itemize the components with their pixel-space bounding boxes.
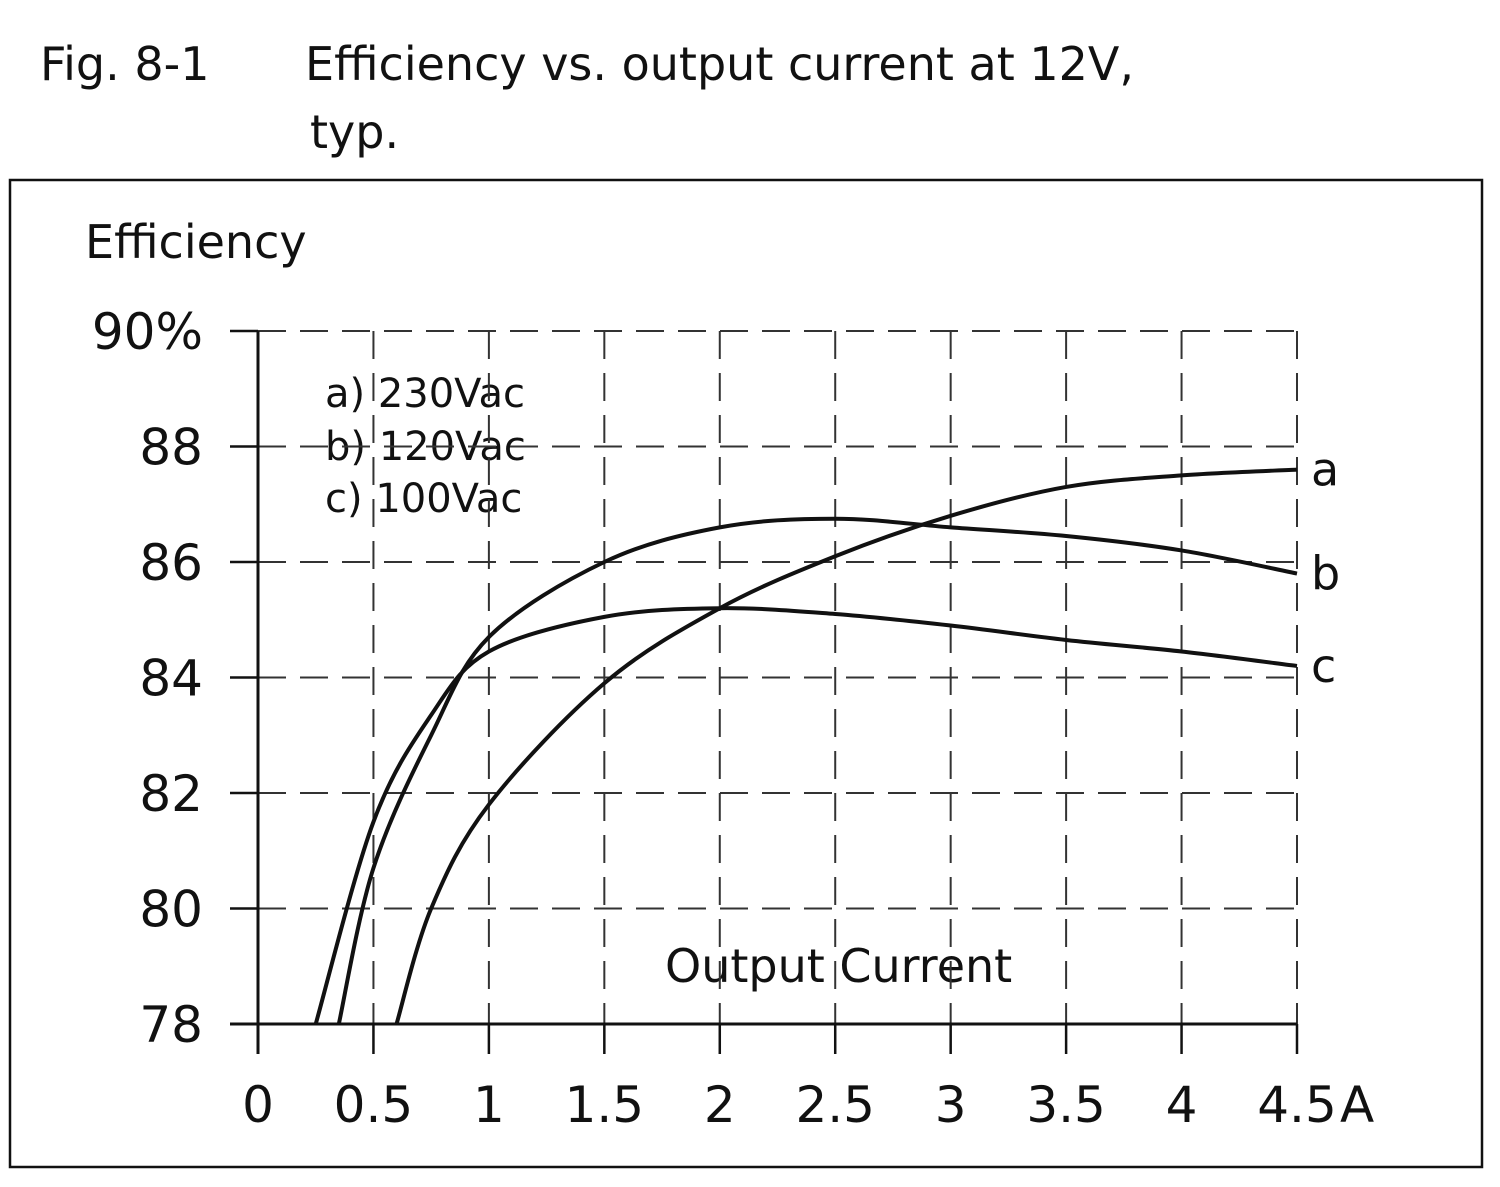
y-tick-label: 78 xyxy=(139,996,203,1054)
series-line-a xyxy=(394,467,1298,1025)
x-axis-unit: A xyxy=(1340,1076,1374,1134)
x-tick-label: 2.5 xyxy=(795,1076,875,1134)
x-tick-label: 4.5 xyxy=(1257,1076,1337,1134)
legend-entry-c: c) 100Vac xyxy=(325,476,522,522)
x-tick-label: 1.5 xyxy=(565,1076,645,1134)
x-tick-label: 4 xyxy=(1166,1076,1198,1134)
series-line-b xyxy=(336,516,1298,1025)
chart-frame xyxy=(8,178,1484,1169)
y-axis-label: Efficiency xyxy=(85,215,307,269)
x-tick-label: 1 xyxy=(473,1076,505,1134)
x-tick-label: 3.5 xyxy=(1026,1076,1106,1134)
x-tick-label: 3 xyxy=(935,1076,967,1134)
x-axis-label: Output Current xyxy=(665,939,1012,993)
series-line-c xyxy=(313,606,1298,1025)
legend-entry-a: a) 230Vac xyxy=(325,371,525,417)
x-tick-label: 2 xyxy=(704,1076,736,1134)
y-tick-label: 90% xyxy=(92,303,203,361)
figure-title-line1: Efficiency vs. output current at 12V, xyxy=(305,37,1134,91)
y-tick-label: 80 xyxy=(139,881,203,939)
series-label-b: b xyxy=(1311,547,1340,601)
y-tick-label: 82 xyxy=(139,765,203,823)
y-tick-label: 86 xyxy=(139,534,203,592)
series-label-c: c xyxy=(1311,639,1336,693)
y-tick-label: 88 xyxy=(139,419,203,477)
x-tick-label: 0 xyxy=(242,1076,274,1134)
figure-title-line2: typ. xyxy=(310,105,399,159)
y-tick-label: 84 xyxy=(139,650,203,708)
figure-number: Fig. 8-1 xyxy=(40,37,209,91)
series-label-a: a xyxy=(1311,443,1339,497)
x-tick-label: 0.5 xyxy=(334,1076,414,1134)
